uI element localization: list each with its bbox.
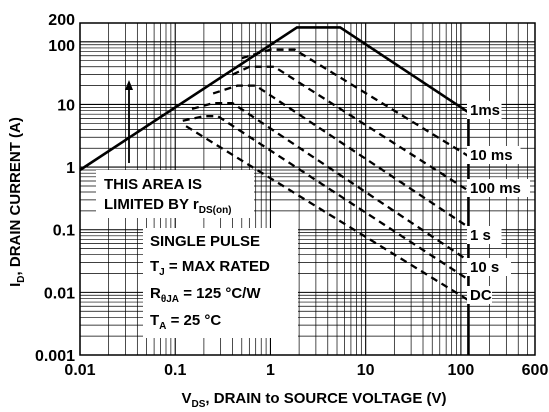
annotation-ta-sub: A bbox=[159, 321, 166, 332]
annotation-tj-prefix: T bbox=[150, 258, 159, 275]
pulse-curves bbox=[182, 48, 470, 302]
x-tick-label: 1 bbox=[266, 362, 275, 379]
x-tick-label: 10 bbox=[357, 362, 375, 379]
annotation-limited-area: THIS AREA IS LIMITED BY rDS(on) bbox=[96, 80, 254, 218]
annotation-conditions: SINGLE PULSE TJ = MAX RATED RθJA = 125 °… bbox=[143, 228, 298, 338]
annotation-ta-suffix: = 25 °C bbox=[166, 312, 221, 329]
y-tick-label: 200 bbox=[48, 12, 75, 29]
annotation-tj-sub: J bbox=[159, 267, 165, 278]
x-axis-label-suffix: , DRAIN to SOURCE VOLTAGE (V) bbox=[205, 390, 446, 407]
y-axis-label-sub: D bbox=[16, 275, 27, 282]
series-line bbox=[232, 65, 470, 192]
y-tick-label: 10 bbox=[57, 97, 75, 114]
series-label: 10 s bbox=[470, 259, 499, 276]
annotation-limited-line1: THIS AREA IS bbox=[104, 176, 202, 193]
y-tick-label: 1 bbox=[66, 160, 75, 177]
series-label: 10 ms bbox=[470, 147, 513, 164]
series-label-bg bbox=[467, 101, 502, 119]
annotation-limited-sub: DS(on) bbox=[199, 205, 232, 216]
y-axis-label-prefix: I bbox=[7, 283, 24, 287]
series-labels: 1ms 10 ms 100 ms 1 s 10 s DC bbox=[467, 101, 530, 304]
series-label: 1 s bbox=[470, 227, 491, 244]
annotation-rth-sub: θJA bbox=[161, 294, 179, 305]
x-axis-label-prefix: V bbox=[181, 390, 191, 407]
annotation-limited-line2: LIMITED BY rDS(on) bbox=[104, 196, 232, 216]
series-label: 100 ms bbox=[470, 180, 521, 197]
series-label-bg bbox=[467, 258, 511, 276]
series-label-bg bbox=[467, 286, 492, 304]
series-label: 1ms bbox=[470, 102, 500, 119]
x-axis-label: VDS, DRAIN to SOURCE VOLTAGE (V) bbox=[181, 390, 446, 410]
annotation-rth-suffix: = 125 °C/W bbox=[179, 285, 261, 302]
series-label-bg bbox=[467, 146, 521, 164]
annotation-ta-prefix: T bbox=[150, 312, 159, 329]
annotation-rth: RθJA = 125 °C/W bbox=[150, 285, 261, 305]
annotation-conditions-bg bbox=[143, 228, 298, 338]
y-axis-label-suffix: , DRAIN CURRENT (A) bbox=[7, 117, 24, 275]
annotation-arrowhead bbox=[125, 80, 133, 90]
y-tick-label: 0.1 bbox=[53, 223, 75, 240]
series-line bbox=[185, 125, 470, 302]
annotation-limited-bg bbox=[96, 170, 254, 218]
plot-frame bbox=[79, 22, 536, 356]
annotation-tj: TJ = MAX RATED bbox=[150, 258, 270, 278]
x-tick-label: 0.1 bbox=[164, 362, 186, 379]
series-label-bg bbox=[467, 179, 530, 197]
x-tick-label: 600 bbox=[522, 362, 549, 379]
y-tick-label: 100 bbox=[48, 38, 75, 55]
series-label: DC bbox=[470, 287, 492, 304]
annotation-single-pulse: SINGLE PULSE bbox=[150, 233, 260, 250]
x-tick-label: 100 bbox=[448, 362, 475, 379]
series-line bbox=[191, 102, 470, 262]
x-tick-label: 0.01 bbox=[64, 362, 95, 379]
annotation-limited-text: LIMITED BY r bbox=[104, 196, 199, 213]
series-label-bg bbox=[467, 226, 502, 244]
series-line bbox=[212, 84, 470, 229]
series-line bbox=[182, 115, 470, 281]
annotation-tj-suffix: = MAX RATED bbox=[165, 258, 270, 275]
annotation-rth-prefix: R bbox=[150, 285, 161, 302]
annotation-ta: TA = 25 °C bbox=[150, 312, 221, 332]
y-axis-label: ID, DRAIN CURRENT (A) bbox=[7, 117, 27, 287]
x-axis-label-sub: DS bbox=[192, 399, 206, 410]
y-tick-label: 0.001 bbox=[35, 348, 75, 365]
y-tick-label: 0.01 bbox=[44, 285, 75, 302]
series-line bbox=[241, 48, 470, 158]
